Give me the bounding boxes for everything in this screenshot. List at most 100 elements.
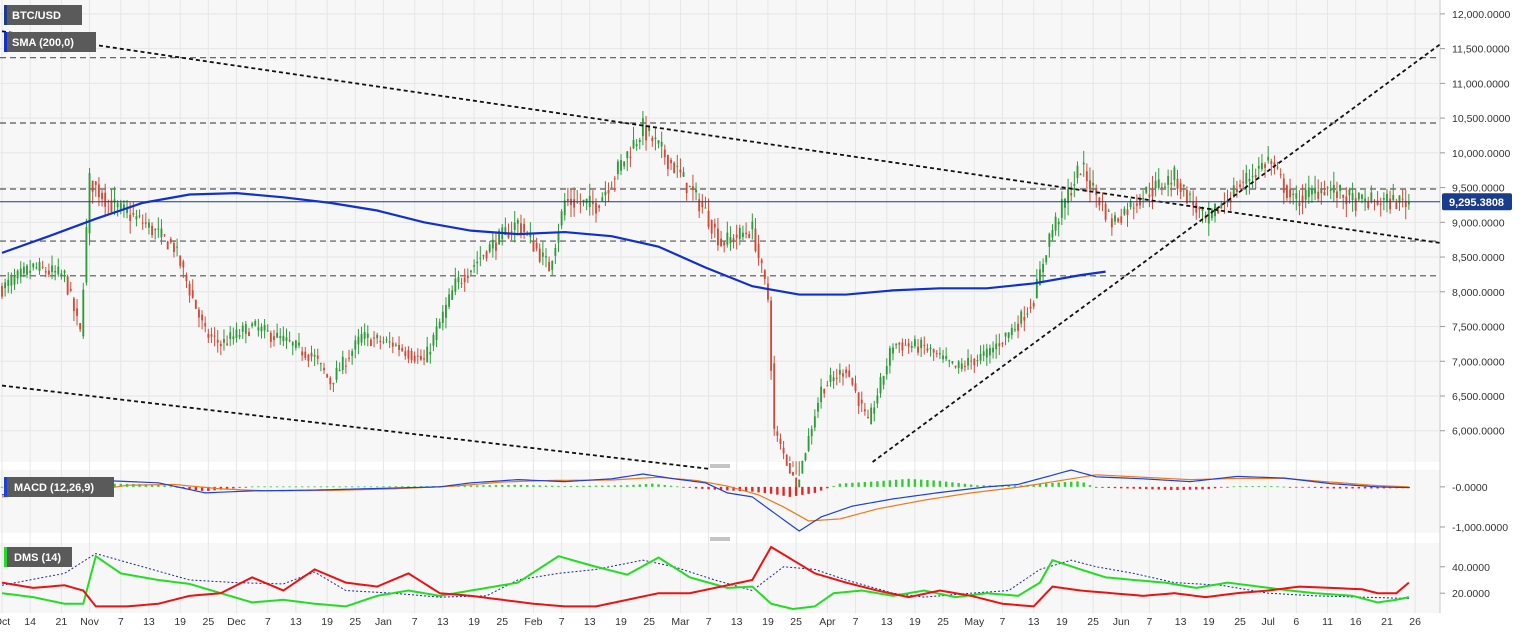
macd-hist-bar [519,484,523,487]
main-title-tag[interactable]: BTC/USD [4,5,82,25]
candle-body [110,200,113,213]
candle-body [995,343,998,350]
macd-hist-bar [1357,486,1361,489]
candle-body [601,197,604,202]
dms-tag[interactable]: DMS (14) [4,547,72,567]
candle-body [1142,197,1145,200]
candle-body [1354,198,1357,211]
macd-hist-bar [782,486,785,496]
candle-body [870,407,873,425]
macd-hist-bar [476,485,479,487]
macd-hist-bar [901,479,904,487]
dms-resize-handle[interactable] [710,537,730,541]
candle-body [22,266,25,274]
candle-body [354,340,357,350]
candle-body [376,334,379,339]
candle-body [138,215,141,217]
candle-body [554,247,557,256]
macd-resize-handle[interactable] [710,464,730,468]
candle-body [460,282,463,284]
candle-body [201,314,204,321]
y-tick-label: 7,000.0000 [1452,356,1505,368]
macd-hist-bar [332,486,335,488]
macd-hist-bar [719,486,723,491]
sma-tag[interactable]: SMA (200,0) [4,32,96,52]
macd-hist-bar [369,486,373,488]
candle-body [560,211,563,226]
macd-tag[interactable]: MACD (12,26,9) [4,477,114,497]
candle-body [1151,188,1154,197]
main-panel-bg [0,0,1440,462]
candle-body [610,186,613,188]
candle-body [885,365,888,375]
candle-body [338,369,341,372]
candle-body [810,428,813,437]
candle-body [685,182,688,194]
x-tick-label: 19 [321,616,333,628]
macd-hist-bar [307,486,310,488]
macd-hist-bar [1207,486,1210,489]
candle-body [1282,178,1285,193]
macd-hist-bar [644,484,648,487]
macd-hist-bar [1338,486,1342,489]
candle-body [1254,174,1257,178]
macd-hist-bar [944,481,948,487]
macd-hist-bar [313,486,316,488]
candle-body [970,360,973,362]
x-tick-label: 13 [881,616,893,628]
candle-body [767,283,769,300]
candle-body [1167,175,1170,185]
macd-hist-bar [1382,486,1386,489]
candle-body [892,347,894,354]
x-tick-label: 13 [1175,616,1187,628]
macd-hist-bar [157,484,160,487]
candle-body [545,256,547,258]
candle-body [938,353,941,355]
macd-hist-bar [819,486,823,491]
candle-body [485,251,488,259]
macd-hist-bar [613,485,616,487]
candle-body [979,354,982,361]
candle-body [1032,303,1035,307]
candle-body [151,225,154,236]
candle-body [776,431,779,436]
candle-body [663,149,666,158]
candle-body [926,348,929,351]
macd-hist-bar [1070,481,1073,487]
candle-body [369,339,372,347]
candle-body [823,388,826,394]
macd-hist-bar [626,485,629,487]
candle-body [341,356,344,370]
candle-body [404,351,407,356]
candle-body [1160,187,1163,189]
candle-body [1307,187,1310,197]
macd-hist-bar [919,479,923,487]
x-tick-label: 25 [790,616,802,628]
x-tick-label: 19 [468,616,480,628]
candle-body [1407,201,1410,205]
macd-hist-bar [413,486,416,488]
candle-body [1185,189,1188,204]
macd-hist-bar [394,486,398,488]
candle-body [760,259,763,264]
macd-hist-bar [1332,486,1336,489]
macd-hist-bar [288,486,291,488]
macd-hist-bar [844,483,848,487]
candle-body [216,339,219,343]
candle-body [1026,313,1029,315]
dms-panel-bg [0,543,1440,613]
candle-body [466,275,469,279]
candle-body [616,161,619,174]
candle-body [88,172,91,234]
candle-body [323,367,325,371]
candle-body [1001,343,1004,345]
candle-body [888,348,891,366]
macd-hist-bar [1170,486,1173,490]
candle-body [69,288,72,291]
candle-body [1239,184,1241,187]
candle-body [1289,189,1291,198]
candle-body [251,323,254,327]
candle-body [651,137,654,142]
candle-body [548,261,551,272]
macd-hist-bar [1295,486,1298,488]
